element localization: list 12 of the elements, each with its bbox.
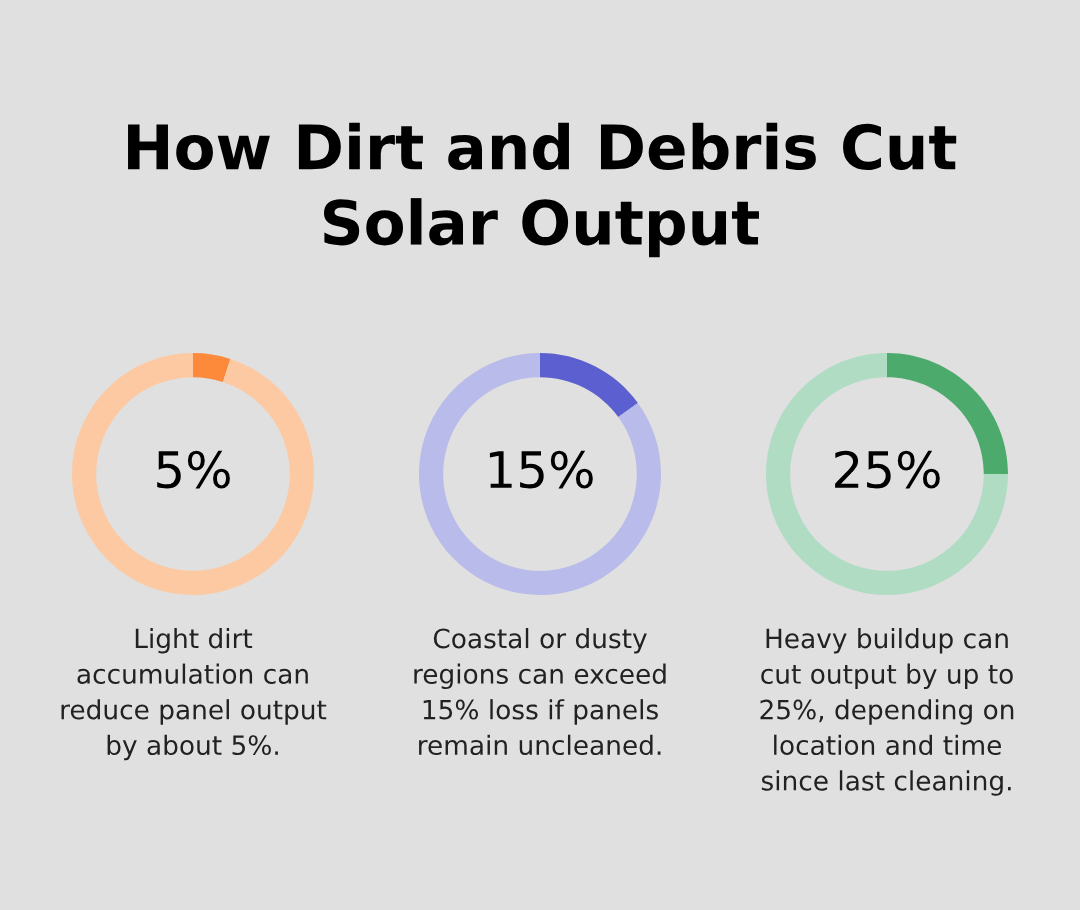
donut-slice (540, 353, 638, 418)
text: Light dirt accumulation can reduce panel output by about 5%. (61, 628, 327, 761)
text: Coastal or dusty regions can exceed 15% loss if panels remain uncleaned. (414, 628, 666, 756)
donut-slice (766, 353, 1008, 595)
text: Heavy buildup can cut output by up to 25%, depending on location and time since last cleaning. (760, 628, 1014, 796)
data-label: 25% (835, 450, 940, 489)
donut-slice (419, 353, 661, 595)
donut-slice (193, 353, 231, 382)
donut-slice (72, 353, 314, 595)
data-label: 15% (489, 450, 593, 489)
data-label: 5% (157, 450, 230, 489)
text: How Dirt and Debris Cut Solar Output (128, 122, 957, 258)
